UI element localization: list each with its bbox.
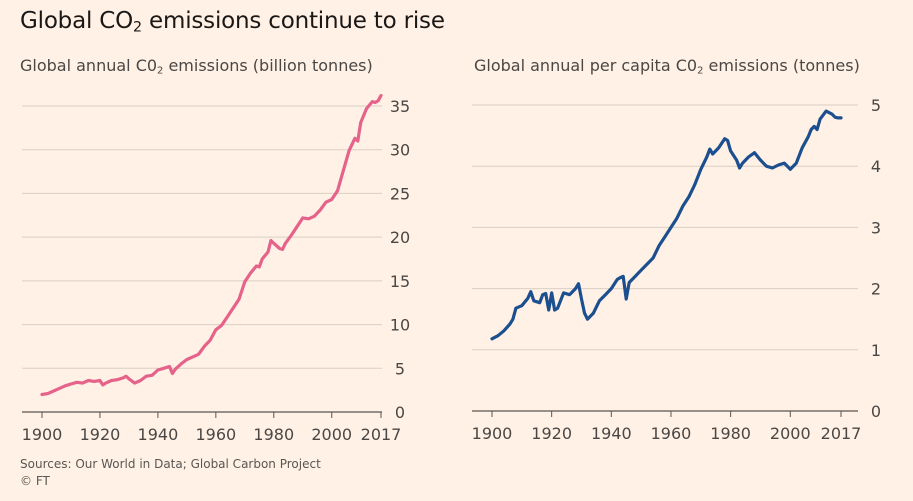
right-chart-x-tick-label: 1980 bbox=[710, 424, 751, 443]
right-chart-x-tick-label: 1940 bbox=[591, 424, 632, 443]
right-chart-series-line bbox=[490, 109, 843, 341]
right-chart-x-tick-label: 1960 bbox=[651, 424, 692, 443]
chart-headline: Global CO2 emissions continue to rise bbox=[20, 8, 445, 36]
right-chart-x-tick-label: 1920 bbox=[531, 424, 572, 443]
left-chart-y-tick-label: 0 bbox=[395, 403, 405, 422]
right-chart-y-tick-label: 1 bbox=[871, 341, 881, 360]
right-chart-y-tick-label: 5 bbox=[871, 96, 881, 115]
left-chart-y-tick-label: 35 bbox=[390, 97, 410, 116]
left-chart-y-tick-label: 10 bbox=[390, 316, 410, 335]
left-chart-x-tick-label: 1940 bbox=[138, 425, 179, 444]
right-chart-y-tick-label: 2 bbox=[871, 280, 881, 299]
left-chart-y-tick-label: 30 bbox=[390, 141, 410, 160]
left-chart-x-tick-label: 2000 bbox=[311, 425, 352, 444]
left-chart-x-tick-label: 1900 bbox=[22, 425, 63, 444]
left-chart-title: Global annual C02 emissions (billion ton… bbox=[20, 56, 373, 77]
left-chart-x-tick-label: 1980 bbox=[253, 425, 294, 444]
left-chart-x-tick-label: 2017 bbox=[361, 425, 402, 444]
right-chart-y-tick-label: 4 bbox=[871, 157, 881, 176]
source-note: Sources: Our World in Data; Global Carbo… bbox=[20, 456, 321, 490]
right-chart-title: Global annual per capita C02 emissions (… bbox=[474, 56, 860, 77]
left-chart-y-tick-label: 5 bbox=[395, 359, 405, 378]
right-chart-x-tick-label: 2000 bbox=[770, 424, 811, 443]
ft-credit: © FT bbox=[20, 474, 50, 488]
left-chart-y-tick-label: 25 bbox=[390, 184, 410, 203]
right-chart-y-tick-label: 0 bbox=[871, 402, 881, 421]
source-line: Sources: Our World in Data; Global Carbo… bbox=[20, 457, 321, 471]
right-chart-y-tick-label: 3 bbox=[871, 218, 881, 237]
left-chart-x-tick-label: 1920 bbox=[80, 425, 121, 444]
right-chart-x-tick-label: 1900 bbox=[472, 424, 513, 443]
left-chart-y-tick-label: 20 bbox=[390, 228, 410, 247]
left-chart-series-line bbox=[40, 93, 383, 397]
left-chart-x-tick-label: 1960 bbox=[195, 425, 236, 444]
right-chart-x-tick-label: 2017 bbox=[821, 424, 862, 443]
left-chart-y-tick-label: 15 bbox=[390, 272, 410, 291]
